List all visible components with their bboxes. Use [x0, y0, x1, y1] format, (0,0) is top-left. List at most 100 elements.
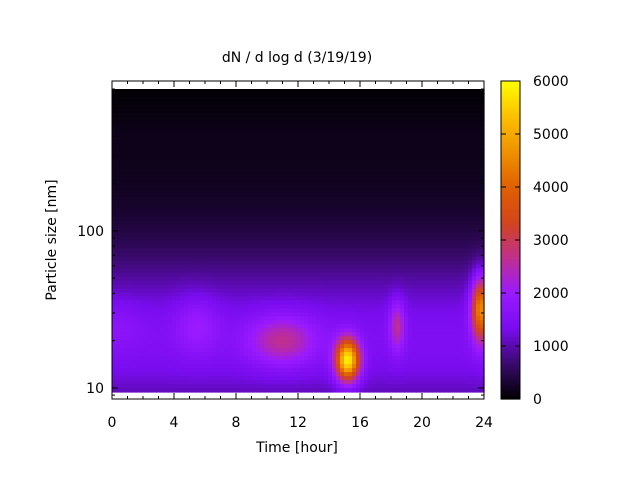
heatmap-cell [352, 180, 357, 186]
heatmap-cell [212, 96, 217, 102]
heatmap-cell [248, 344, 253, 349]
heatmap-cell [124, 256, 129, 262]
heatmap-cell [264, 200, 269, 206]
heatmap-cell [248, 376, 253, 381]
heatmap-cell [208, 96, 213, 102]
heatmap-cell [124, 136, 129, 142]
heatmap-cell [248, 136, 253, 142]
heatmap-cell [304, 284, 309, 289]
heatmap-cell [224, 220, 229, 226]
heatmap-cell [316, 224, 321, 230]
heatmap-cell [360, 164, 365, 170]
heatmap-cell [336, 188, 341, 194]
heatmap-cell [364, 120, 369, 126]
heatmap-cell [188, 292, 193, 297]
heatmap-cell [200, 108, 205, 114]
heatmap-cell [188, 92, 193, 98]
heatmap-cell [220, 316, 225, 321]
heatmap-cell [228, 352, 233, 357]
heatmap-cell [112, 184, 117, 190]
heatmap-cell [328, 220, 333, 226]
heatmap-cell [328, 336, 333, 341]
heatmap-cell [240, 220, 245, 226]
heatmap-cell [312, 280, 317, 285]
heatmap-cell [208, 360, 213, 365]
heatmap-cell [216, 228, 221, 234]
heatmap-cell [348, 288, 353, 293]
heatmap-cell [360, 180, 365, 186]
heatmap-cell [308, 208, 313, 214]
heatmap-cell [312, 140, 317, 146]
heatmap-cell [152, 96, 157, 102]
heatmap-cell [140, 100, 145, 106]
heatmap-cell [272, 200, 277, 206]
heatmap-cell [176, 360, 181, 365]
heatmap-cell [360, 188, 365, 194]
heatmap-cell [364, 212, 369, 218]
heatmap-cell [288, 300, 293, 305]
heatmap-cell [356, 348, 361, 353]
heatmap-cell [340, 220, 345, 226]
heatmap-cell [136, 296, 141, 301]
heatmap-cell [248, 324, 253, 329]
heatmap-cell [168, 120, 173, 126]
heatmap-cell [284, 244, 289, 250]
heatmap-cell [120, 380, 125, 385]
heatmap-cell [164, 192, 169, 198]
heatmap-cell [352, 120, 357, 126]
heatmap-cell [172, 276, 177, 281]
heatmap-cell [136, 140, 141, 146]
heatmap-cell [252, 140, 257, 146]
heatmap-cell [264, 316, 269, 321]
heatmap-cell [236, 89, 241, 94]
heatmap-cell [256, 364, 261, 369]
heatmap-cell [276, 268, 281, 273]
heatmap-cell [336, 96, 341, 102]
heatmap-cell [340, 176, 345, 182]
heatmap-cell [256, 300, 261, 305]
heatmap-cell [352, 256, 357, 262]
heatmap-cell [288, 124, 293, 130]
heatmap-cell [116, 304, 121, 309]
heatmap-cell [208, 388, 213, 393]
heatmap-cell [160, 264, 165, 270]
heatmap-cell [368, 180, 373, 186]
heatmap-cell [172, 216, 177, 222]
heatmap-cell [316, 100, 321, 106]
heatmap-cell [196, 348, 201, 353]
heatmap-cell [224, 128, 229, 134]
heatmap-cell [136, 180, 141, 186]
heatmap-cell [200, 300, 205, 305]
heatmap-cell [308, 152, 313, 158]
heatmap-cell [356, 176, 361, 182]
heatmap-cell [176, 248, 181, 254]
heatmap-cell [124, 384, 129, 389]
heatmap-cell [272, 104, 277, 110]
heatmap-cell [296, 116, 301, 122]
heatmap-cell [196, 172, 201, 178]
heatmap-cell [280, 200, 285, 206]
heatmap-cell [148, 356, 153, 361]
heatmap-cell [116, 280, 121, 285]
heatmap-cell [164, 376, 169, 381]
heatmap-cell [140, 264, 145, 270]
heatmap-cell [348, 156, 353, 162]
heatmap-cell [216, 280, 221, 285]
heatmap-cell [280, 272, 285, 277]
heatmap-cell [280, 176, 285, 182]
heatmap-cell [176, 276, 181, 281]
heatmap-cell [356, 89, 361, 94]
heatmap-cell [156, 356, 161, 361]
heatmap-cell [288, 380, 293, 385]
heatmap-cell [132, 156, 137, 162]
heatmap-cell [192, 292, 197, 297]
heatmap-cell [228, 212, 233, 218]
heatmap-cell [264, 320, 269, 325]
heatmap-cell [144, 304, 149, 309]
heatmap-cell [368, 316, 373, 321]
heatmap-cell [116, 324, 121, 329]
heatmap-cell [356, 96, 361, 102]
heatmap-cell [224, 148, 229, 154]
heatmap-cell [168, 160, 173, 166]
heatmap-cell [204, 108, 209, 114]
